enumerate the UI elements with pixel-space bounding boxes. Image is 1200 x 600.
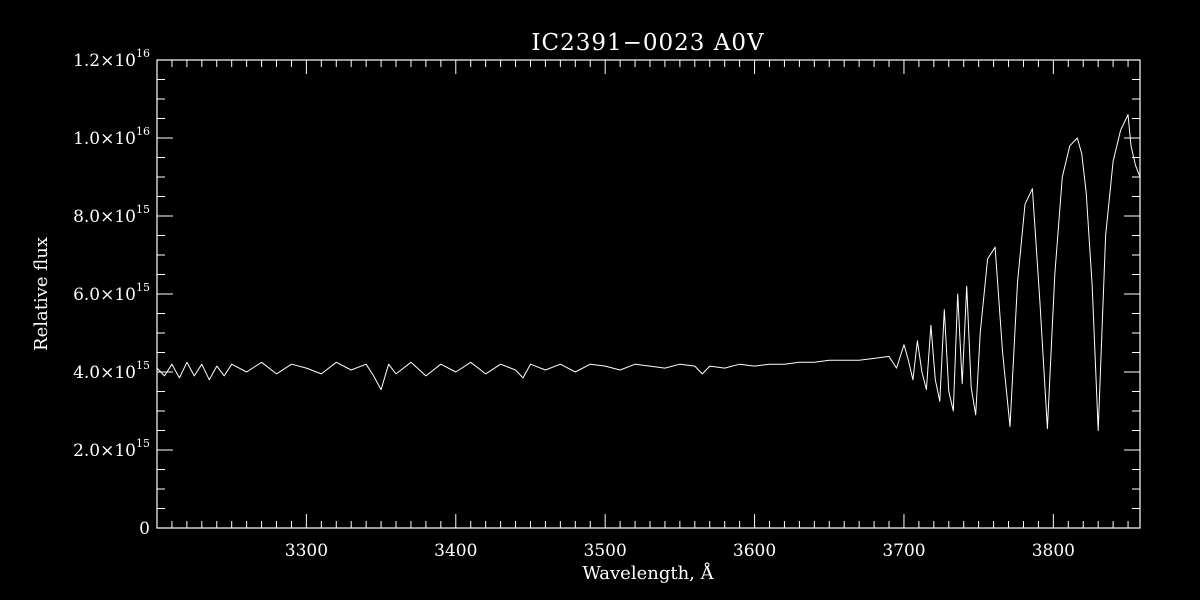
y-tick-label: 8.0×1015 — [73, 203, 150, 227]
x-axis: 3300 3400 3500 3600 3700 3800 — [156, 60, 1129, 561]
series-group — [156, 114, 1141, 431]
y-tick-mantissa: 6.0×10 — [73, 285, 136, 305]
x-tick-label: 3800 — [1032, 541, 1075, 561]
y-tick-label: 2.0×1015 — [73, 437, 150, 461]
y-tick-mantissa: 1.0×10 — [73, 129, 136, 149]
y-tick-exponent: 15 — [136, 203, 150, 216]
x-tick-label: 3400 — [434, 541, 477, 561]
y-tick-exponent: 16 — [136, 47, 150, 60]
y-tick-exponent: 15 — [136, 437, 150, 450]
x-tick-label: 3600 — [733, 541, 776, 561]
x-axis-label: Wavelength, Å — [582, 562, 714, 584]
y-tick-mantissa: 2.0×10 — [73, 441, 136, 461]
y-tick-label: 1.2×1016 — [73, 47, 150, 71]
spectrum-line — [156, 114, 1141, 431]
x-tick-label: 3500 — [584, 541, 627, 561]
y-axis-label: Relative flux — [31, 237, 52, 351]
y-tick-exponent: 15 — [136, 359, 150, 372]
y-tick-exponent: 15 — [136, 281, 150, 294]
plot-frame — [156, 59, 1141, 529]
y-tick-mantissa: 0 — [139, 519, 150, 539]
y-tick-label: 0 — [139, 519, 150, 539]
y-tick-label: 4.0×1015 — [73, 359, 150, 383]
y-tick-label: 6.0×1015 — [73, 281, 150, 305]
y-tick-mantissa: 1.2×10 — [73, 51, 136, 71]
chart-title: IC2391−0023 A0V — [531, 30, 764, 56]
x-tick-label: 3700 — [882, 541, 925, 561]
y-tick-label: 1.0×1016 — [73, 125, 150, 149]
y-tick-exponent: 16 — [136, 125, 150, 138]
y-axis: 02.0×10154.0×10156.0×10158.0×10151.0×101… — [73, 47, 1140, 539]
y-tick-mantissa: 4.0×10 — [73, 363, 136, 383]
x-tick-label: 3300 — [285, 541, 328, 561]
y-tick-mantissa: 8.0×10 — [73, 207, 136, 227]
